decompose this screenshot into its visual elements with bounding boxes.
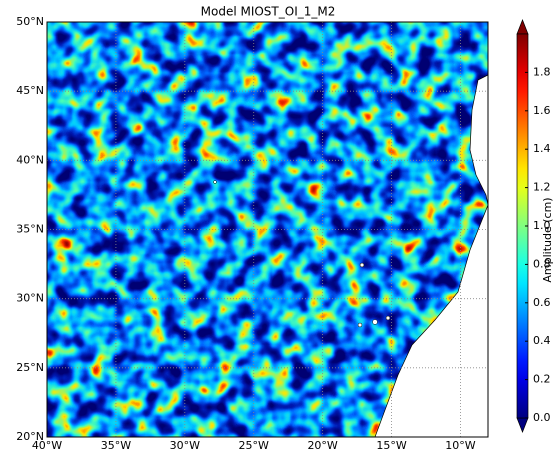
colorbar-tick-label: 0.0 — [533, 411, 551, 424]
island — [357, 322, 363, 328]
colorbar: 0.0 0.2 0.4 0.6 0.8 1.0 1.2 1.4 1.6 1.8 — [516, 19, 551, 433]
x-tick-label: 30°W — [170, 439, 200, 452]
island — [385, 315, 391, 321]
colorbar-tick-label: 0.4 — [533, 334, 551, 347]
y-tick-label: 45°N — [16, 84, 44, 97]
colorbar-tick-label: 0.6 — [533, 296, 551, 309]
y-tick-label: 35°N — [16, 223, 44, 236]
colorbar-tick-label: 0.8 — [533, 257, 551, 270]
land — [374, 22, 488, 437]
colorbar-tick-label: 1.6 — [533, 104, 551, 117]
y-tick-label: 40°N — [16, 153, 44, 166]
island — [372, 319, 378, 325]
x-tick-label: 10°W — [445, 439, 475, 452]
colorbar-tick-label: 1.4 — [533, 142, 551, 155]
colorbar-tick-label: 1.2 — [533, 181, 551, 194]
colorbar-tick-label: 0.2 — [533, 373, 551, 386]
x-tick-label: 35°W — [101, 439, 131, 452]
map-frame — [46, 21, 489, 438]
colorbar-extend-bottom — [516, 417, 529, 433]
x-tick-label: 15°W — [376, 439, 406, 452]
island — [359, 262, 365, 268]
island — [213, 180, 217, 184]
colorbar-label: Amplitude (cm) — [541, 197, 554, 282]
y-tick-label: 30°N — [16, 292, 44, 305]
y-tick-label: 20°N — [16, 430, 44, 443]
y-tick-label: 50°N — [16, 15, 44, 28]
colorbar-extend-top — [516, 19, 529, 35]
y-tick-label: 25°N — [16, 361, 44, 374]
x-tick-label: 20°W — [307, 439, 337, 452]
colorbar-tick-label: 1.8 — [533, 65, 551, 78]
colorbar-tick-label: 1.0 — [533, 219, 551, 232]
x-tick-label: 40°W — [32, 439, 62, 452]
map-title: Model MIOST_OI_1_M2 — [201, 5, 336, 19]
field-layer — [47, 22, 488, 437]
x-tick-label: 25°W — [239, 439, 269, 452]
